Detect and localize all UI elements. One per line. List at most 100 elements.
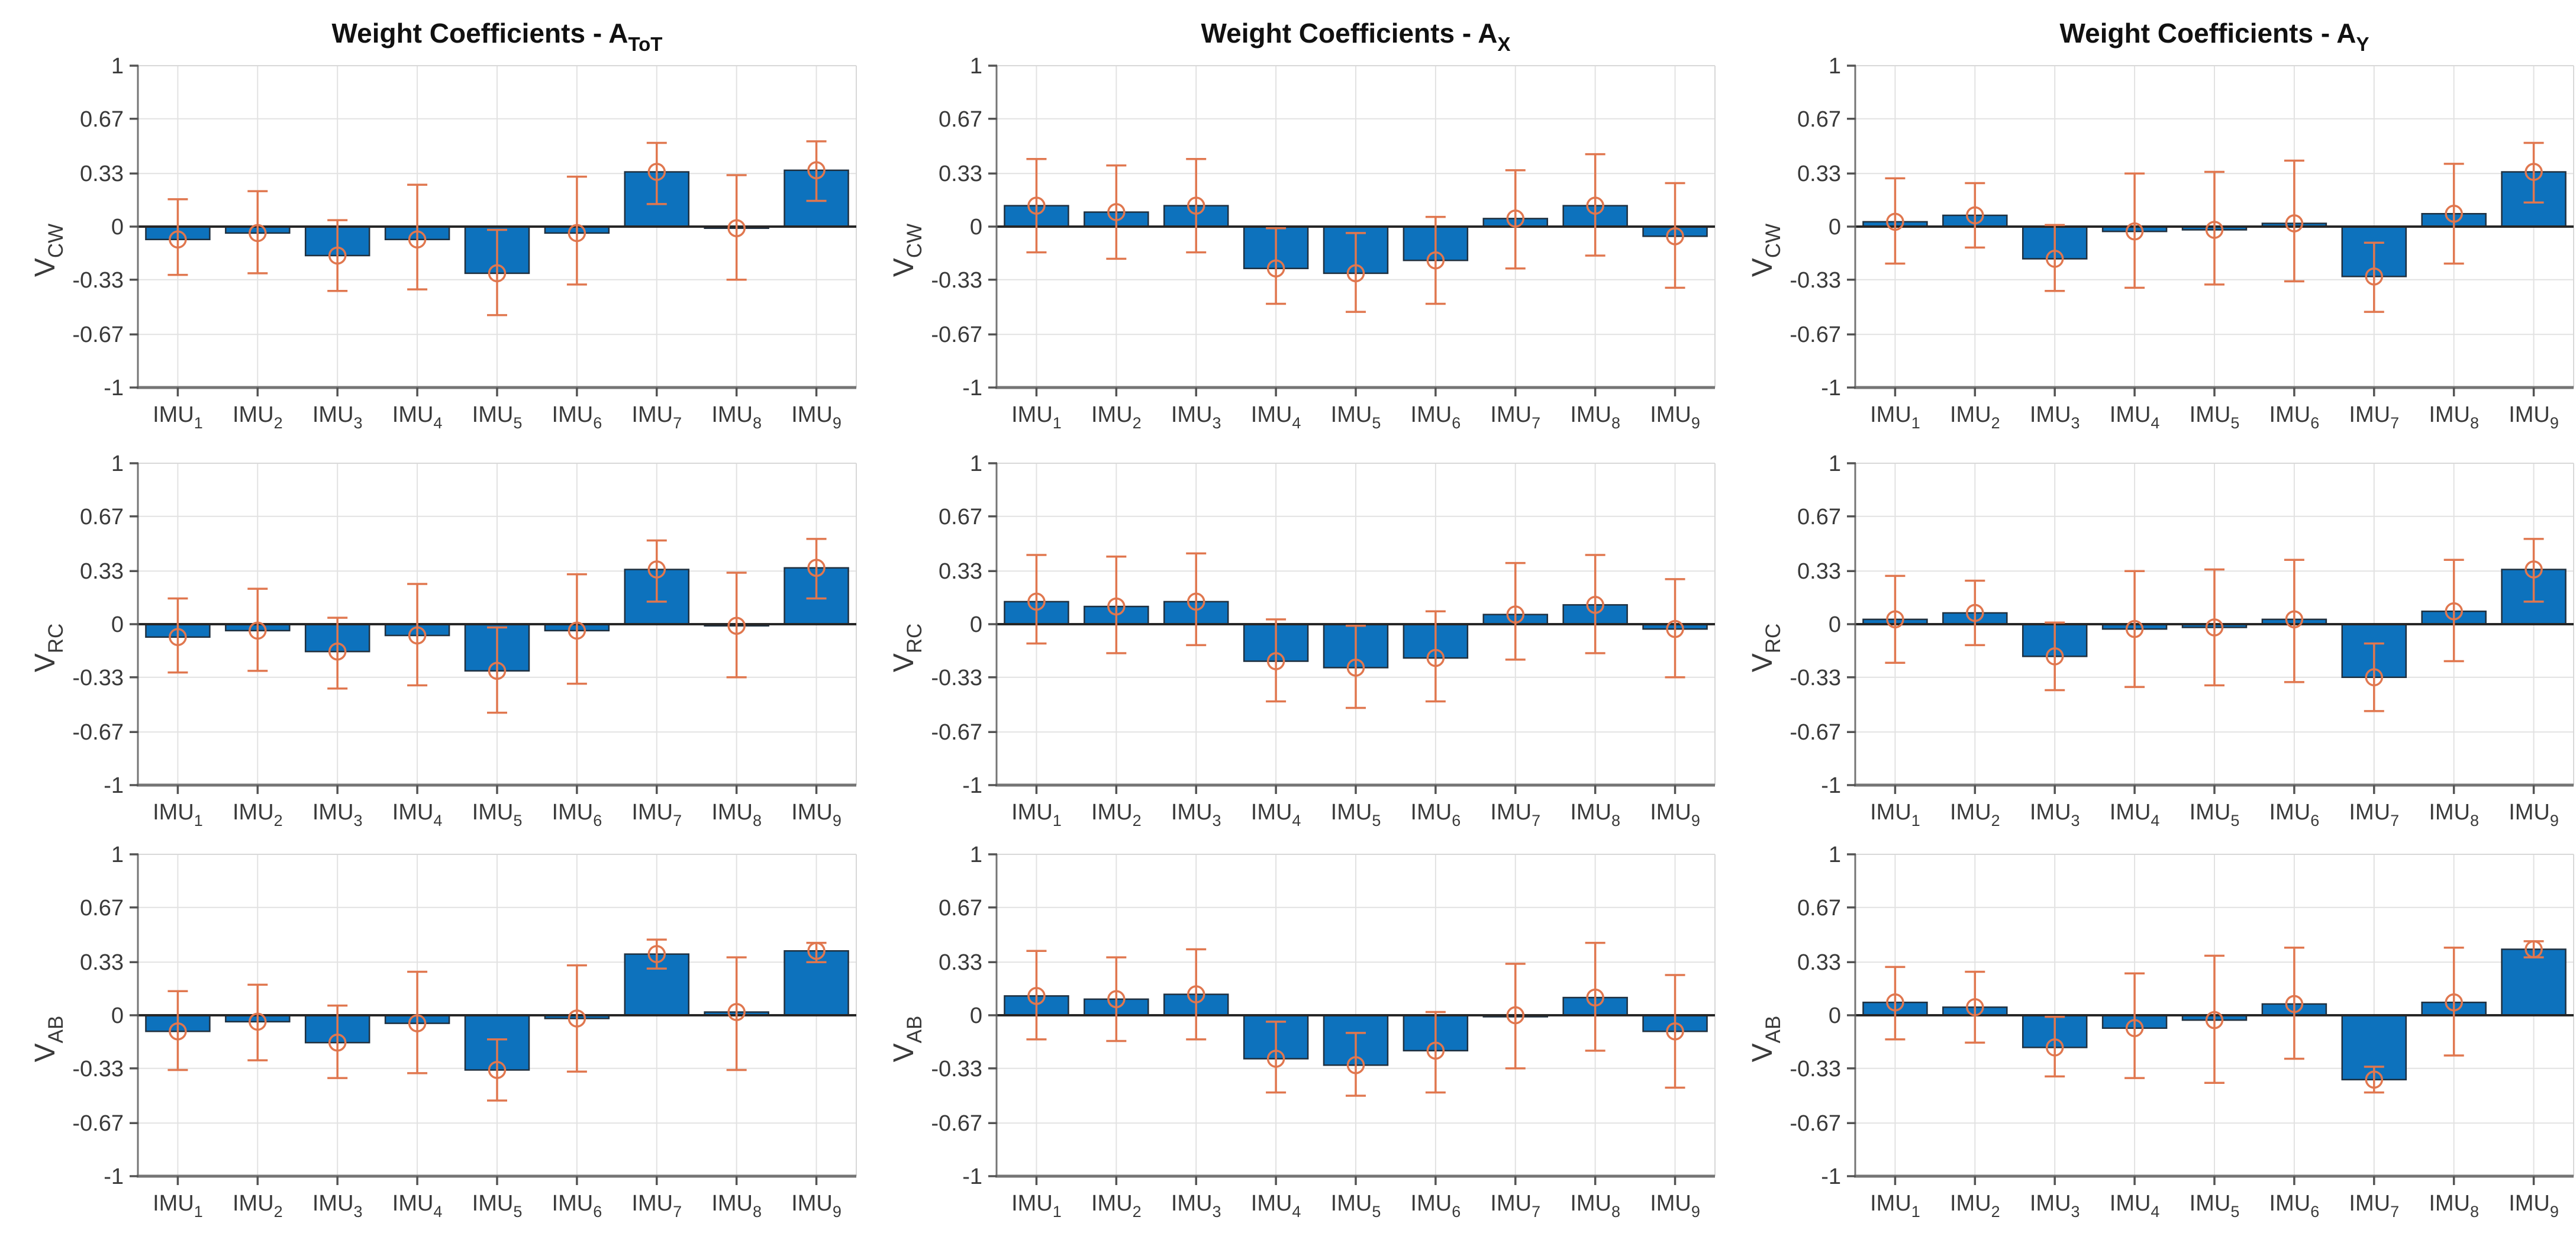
x-tick-label: IMU3 <box>2030 402 2080 432</box>
error-bar-marker <box>1266 259 1285 277</box>
y-tick-label: -0.33 <box>931 1057 982 1082</box>
x-tick-label: IMU4 <box>392 1191 443 1221</box>
error-bar <box>1885 966 1906 1041</box>
x-tick-label: IMU1 <box>153 1191 203 1221</box>
subplot-vab-ay: 1 0.67 0.33 0 -0.33 -0.67 -1 IMU1 IMU2 IMU3 IMU4 IM… <box>1747 842 2574 1221</box>
error-bar <box>2124 972 2145 1079</box>
x-tick-label: IMU1 <box>153 402 203 432</box>
x-tick-label: IMU2 <box>1950 402 2000 432</box>
error-bar-marker <box>328 246 347 265</box>
error-bar-marker <box>2285 995 2304 1013</box>
error-bar-marker <box>727 219 746 237</box>
error-bar-marker <box>1346 1056 1365 1074</box>
x-tick-label: IMU7 <box>1490 1191 1540 1221</box>
x-tick-label: IMU4 <box>392 800 443 829</box>
x-tick-label: IMU3 <box>1171 402 1221 432</box>
error-bar <box>1346 624 1366 709</box>
y-tick-label: 0.67 <box>939 505 982 530</box>
x-tick-label: IMU6 <box>552 402 602 432</box>
y-axis-label: VRC <box>30 624 67 673</box>
x-tick-label: IMU7 <box>1490 402 1540 432</box>
x-tick-label: IMU2 <box>1091 800 1142 829</box>
x-tick-label: IMU7 <box>2349 1191 2399 1221</box>
error-bar <box>2284 559 2304 683</box>
error-bar-marker <box>249 1012 267 1031</box>
error-bar <box>1106 556 1127 654</box>
error-bar <box>2045 224 2065 292</box>
error-bar-marker <box>2125 1019 2144 1038</box>
error-bar-marker <box>2205 1011 2224 1029</box>
error-bar-marker <box>1506 209 1525 228</box>
error-bar <box>247 190 268 275</box>
error-bar <box>1266 1021 1287 1094</box>
error-bar <box>1106 164 1127 260</box>
x-tick-label: IMU3 <box>2030 800 2080 829</box>
y-tick-label: -0.33 <box>1790 666 1841 690</box>
error-bar <box>2284 947 2304 1060</box>
error-bar <box>2124 172 2145 289</box>
error-bar-marker <box>727 616 746 635</box>
subplot-vrc-ay: 1 0.67 0.33 0 -0.33 -0.67 -1 IMU1 IMU2 IMU3 IMU4 IM… <box>1747 451 2574 829</box>
x-tick-label: IMU1 <box>1870 402 1920 432</box>
y-tick-label: 0.33 <box>1797 559 1841 584</box>
error-bar <box>247 983 268 1061</box>
y-tick-label: 1 <box>1829 451 1841 476</box>
y-tick-label: -0.33 <box>931 268 982 293</box>
y-tick-label: -0.33 <box>72 1057 124 1082</box>
error-bar-marker <box>2045 647 2064 666</box>
error-bar <box>1885 177 1906 265</box>
x-tick-label: IMU3 <box>312 1191 363 1221</box>
error-bar-marker <box>2445 204 2463 223</box>
error-bar <box>167 198 188 276</box>
x-tick-label: IMU3 <box>312 800 363 829</box>
y-tick-label: 0 <box>970 1003 982 1028</box>
y-tick-label: -0.67 <box>1790 1111 1841 1136</box>
error-bar-marker <box>568 621 586 640</box>
error-bar-marker <box>169 230 187 249</box>
x-tick-label: IMU2 <box>233 402 283 432</box>
y-tick-label: -0.67 <box>931 720 982 745</box>
y-tick-label: 1 <box>1829 54 1841 79</box>
y-tick-label: -0.33 <box>72 666 124 690</box>
y-tick-label: -0.67 <box>1790 720 1841 745</box>
error-bar <box>806 538 827 600</box>
x-tick-label: IMU9 <box>791 800 842 829</box>
x-tick-label: IMU3 <box>1171 800 1221 829</box>
x-tick-label: IMU7 <box>631 1191 682 1221</box>
y-tick-label: -1 <box>962 376 982 401</box>
x-tick-label: IMU8 <box>711 800 762 829</box>
subplot-vcw-atot: 1 0.67 0.33 0 -0.33 -0.67 -1 IMU1 IMU2 IMU3 IMU4 IM… <box>30 18 857 432</box>
y-tick-label: -0.67 <box>72 720 124 745</box>
x-tick-label: IMU7 <box>631 800 682 829</box>
x-tick-label: IMU8 <box>1570 800 1620 829</box>
y-tick-label: 1 <box>970 54 982 79</box>
y-tick-label: -1 <box>962 1164 982 1189</box>
x-tick-label: IMU3 <box>1171 1191 1221 1221</box>
error-bar-marker <box>1187 985 1205 1003</box>
error-bar <box>487 1038 507 1102</box>
x-tick-label: IMU9 <box>791 1191 842 1221</box>
x-tick-label: IMU2 <box>1950 1191 2000 1221</box>
error-bar <box>1186 552 1207 647</box>
error-bar-marker <box>488 264 507 283</box>
error-bar <box>2443 947 2464 1057</box>
y-tick-label: 0.67 <box>80 896 124 921</box>
error-bar-marker <box>2445 602 2463 621</box>
error-bar-marker <box>2365 1070 2384 1089</box>
error-bar-marker <box>328 642 347 661</box>
error-bar-marker <box>647 945 666 963</box>
y-tick-label: 0.33 <box>939 950 982 975</box>
y-tick-label: 0 <box>1829 612 1841 637</box>
y-tick-label: 1 <box>111 842 124 867</box>
error-bar-marker <box>328 1033 347 1052</box>
x-tick-label: IMU7 <box>1490 800 1540 829</box>
error-bar-marker <box>1666 619 1684 638</box>
x-tick-label: IMU6 <box>2269 800 2320 829</box>
error-bar <box>806 941 827 963</box>
error-bar-marker <box>249 621 267 640</box>
y-tick-label: -0.33 <box>931 666 982 690</box>
error-bar <box>1965 182 1985 249</box>
y-axis-label: VCW <box>888 224 926 277</box>
error-bar-marker <box>1027 987 1046 1005</box>
